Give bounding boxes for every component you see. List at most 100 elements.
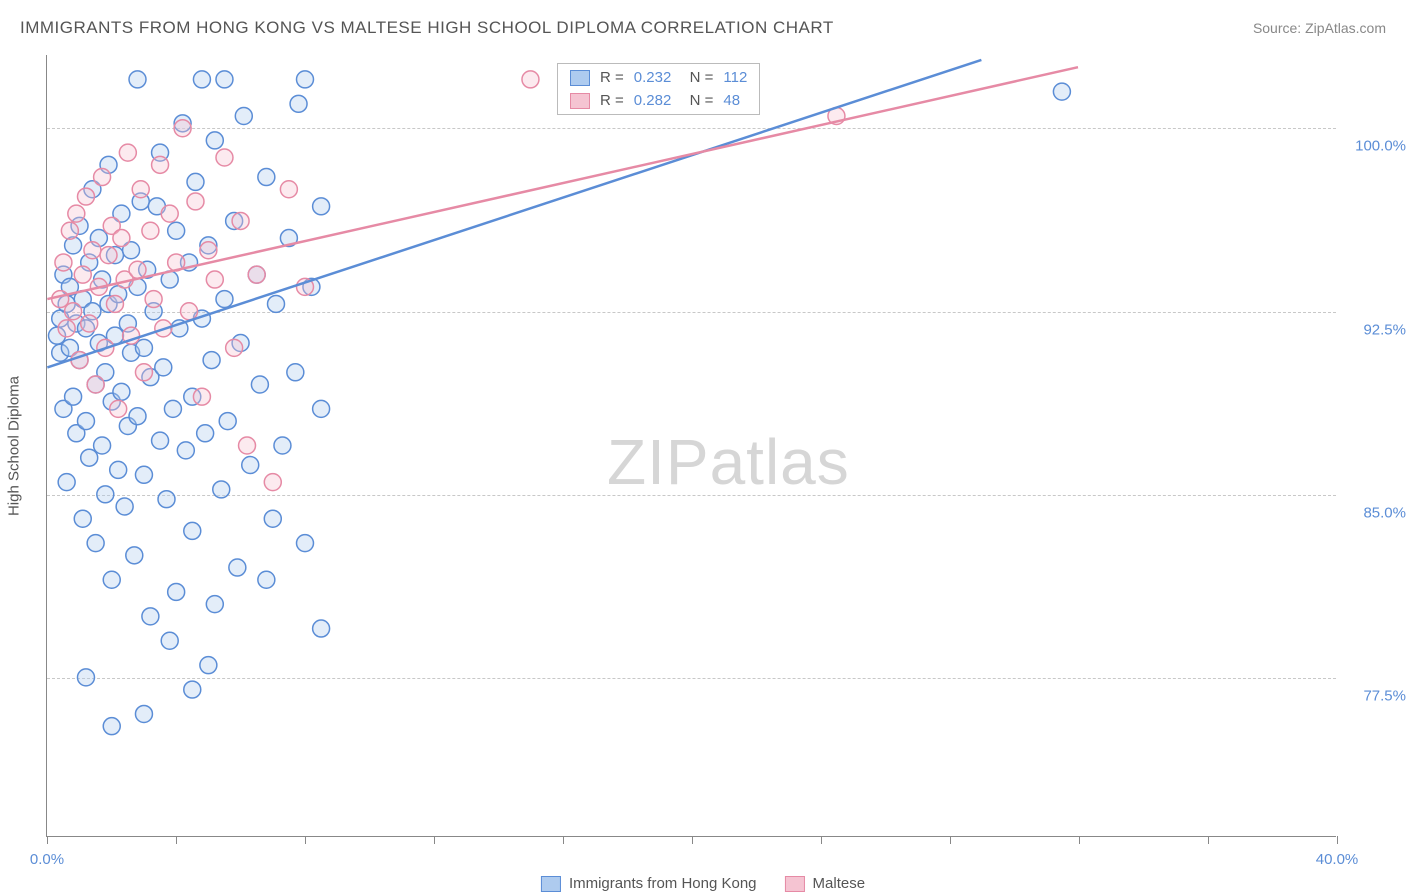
data-point	[77, 413, 94, 430]
data-point	[268, 295, 285, 312]
data-point	[55, 254, 72, 271]
x-tick-mark	[305, 836, 306, 844]
data-point	[193, 71, 210, 88]
data-point	[77, 188, 94, 205]
y-tick-label: 100.0%	[1346, 138, 1406, 155]
stat-n-label: N =	[681, 69, 713, 86]
data-point	[106, 295, 123, 312]
data-point	[94, 437, 111, 454]
x-tick-mark	[1208, 836, 1209, 844]
trend-line	[47, 60, 981, 368]
data-point	[103, 571, 120, 588]
x-tick-mark	[950, 836, 951, 844]
data-point	[81, 449, 98, 466]
data-point	[74, 266, 91, 283]
data-point	[216, 149, 233, 166]
x-tick-mark	[47, 836, 48, 844]
data-point	[216, 291, 233, 308]
legend-item: Immigrants from Hong Kong	[541, 875, 757, 892]
chart-svg	[47, 55, 1336, 836]
series-swatch	[570, 93, 590, 109]
data-point	[297, 535, 314, 552]
data-point	[197, 425, 214, 442]
data-point	[313, 400, 330, 417]
data-point	[94, 169, 111, 186]
x-tick-mark	[434, 836, 435, 844]
data-point	[251, 376, 268, 393]
stat-n-value: 48	[723, 92, 740, 109]
data-point	[129, 261, 146, 278]
data-point	[135, 364, 152, 381]
data-point	[142, 608, 159, 625]
data-point	[1053, 83, 1070, 100]
data-point	[110, 461, 127, 478]
stat-n-label: N =	[681, 92, 713, 109]
data-point	[65, 303, 82, 320]
data-point	[242, 457, 259, 474]
data-point	[168, 583, 185, 600]
data-point	[87, 376, 104, 393]
x-tick-mark	[692, 836, 693, 844]
data-point	[168, 222, 185, 239]
x-tick-mark	[821, 836, 822, 844]
data-point	[280, 181, 297, 198]
data-point	[77, 669, 94, 686]
source-label: Source:	[1253, 20, 1301, 36]
data-point	[135, 339, 152, 356]
data-point	[52, 291, 69, 308]
data-point	[203, 352, 220, 369]
scatter-chart: 77.5%85.0%92.5%100.0% 0.0%40.0% ZIPatlas…	[46, 55, 1336, 837]
data-point	[177, 442, 194, 459]
data-point	[290, 95, 307, 112]
y-tick-label: 85.0%	[1346, 504, 1406, 521]
data-point	[65, 388, 82, 405]
data-point	[129, 408, 146, 425]
statbox-row: R = 0.282 N = 48	[558, 89, 759, 112]
source-attribution: Source: ZipAtlas.com	[1253, 20, 1386, 36]
data-point	[200, 242, 217, 259]
data-point	[248, 266, 265, 283]
data-point	[206, 271, 223, 288]
y-tick-label: 92.5%	[1346, 321, 1406, 338]
x-tick-mark	[563, 836, 564, 844]
data-point	[287, 364, 304, 381]
data-point	[58, 474, 75, 491]
data-point	[116, 498, 133, 515]
legend-swatch	[541, 876, 561, 892]
data-point	[264, 510, 281, 527]
data-point	[313, 620, 330, 637]
data-point	[187, 173, 204, 190]
data-point	[274, 437, 291, 454]
legend-item: Maltese	[785, 875, 866, 892]
data-point	[158, 491, 175, 508]
y-tick-label: 77.5%	[1346, 688, 1406, 705]
data-point	[68, 205, 85, 222]
data-point	[213, 481, 230, 498]
data-point	[61, 222, 78, 239]
stat-r-label: R =	[600, 69, 624, 86]
data-point	[142, 222, 159, 239]
data-point	[97, 486, 114, 503]
data-point	[100, 247, 117, 264]
data-point	[161, 205, 178, 222]
data-point	[119, 144, 136, 161]
data-point	[152, 156, 169, 173]
data-point	[187, 193, 204, 210]
x-tick-mark	[1337, 836, 1338, 844]
data-point	[129, 71, 146, 88]
data-point	[110, 400, 127, 417]
stat-n-value: 112	[723, 69, 747, 86]
data-point	[74, 510, 91, 527]
data-point	[258, 571, 275, 588]
data-point	[206, 596, 223, 613]
data-point	[174, 120, 191, 137]
data-point	[232, 212, 249, 229]
series-swatch	[570, 70, 590, 86]
data-point	[132, 181, 149, 198]
data-point	[135, 705, 152, 722]
x-tick-label: 0.0%	[30, 851, 64, 868]
x-tick-label: 40.0%	[1316, 851, 1359, 868]
y-axis-label: High School Diploma	[6, 376, 23, 516]
bottom-legend: Immigrants from Hong Kong Maltese	[541, 875, 865, 892]
data-point	[126, 547, 143, 564]
